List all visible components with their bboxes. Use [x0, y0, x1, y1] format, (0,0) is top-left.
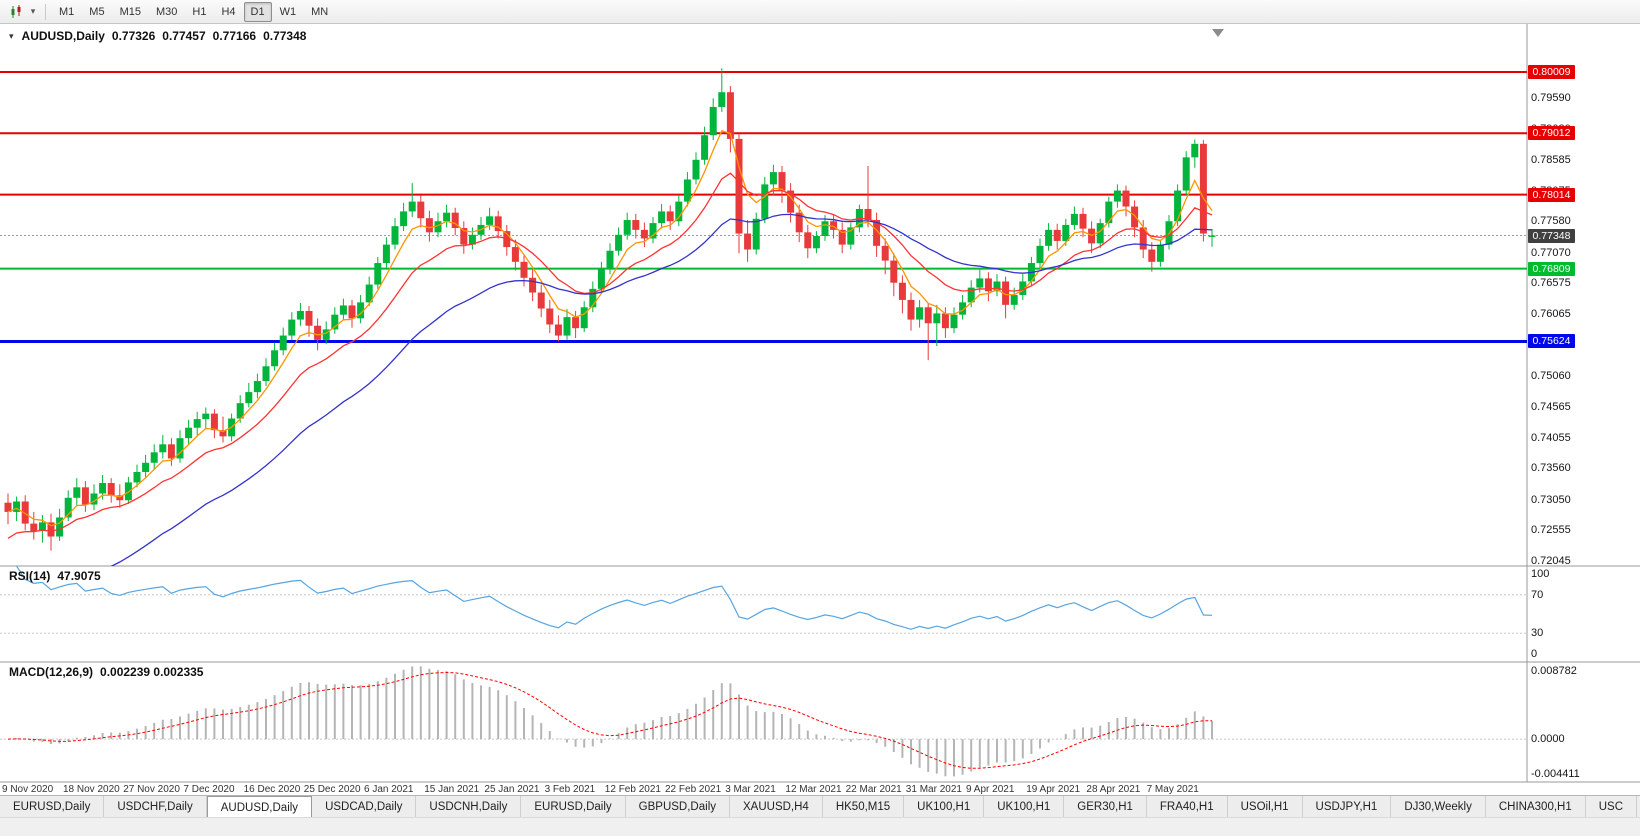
- ma-line-fast: [7, 130, 1213, 527]
- macd-title: MACD(12,26,9): [9, 665, 94, 679]
- macd-header: MACD(12,26,9) 0.002239 0.002335: [9, 665, 203, 679]
- chart-tab-DJ30-Weekly[interactable]: DJ30,Weekly: [1391, 796, 1486, 817]
- chart-tab-FRA40-H1[interactable]: FRA40,H1: [1146, 796, 1228, 817]
- chart-tab-USDCNH-Daily[interactable]: USDCNH,Daily: [416, 796, 522, 817]
- timeframe-button-D1[interactable]: D1: [243, 1, 272, 22]
- chart-tab-AUDUSD-Daily[interactable]: AUDUSD,Daily: [206, 796, 313, 817]
- chart-background: [0, 24, 1640, 795]
- chart-tab-USDJPY-H1[interactable]: USDJPY,H1: [1302, 796, 1392, 817]
- chart-tab-EURUSD-Daily[interactable]: EURUSD,Daily: [521, 796, 626, 817]
- chart-header: ▾ AUDUSD,Daily 0.77326 0.77457 0.77166 0…: [9, 29, 306, 43]
- timeframe-button-W1[interactable]: W1: [279, 5, 297, 18]
- chart-tabs-bar: EURUSD,Daily USDCHF,Daily AUDUSD,Daily USDC…: [0, 795, 1640, 817]
- timeframe-button-M30[interactable]: M30: [155, 5, 178, 18]
- chart-tab-USDCHF-Daily[interactable]: USDCHF,Daily: [104, 796, 207, 817]
- timeframe-button-H1[interactable]: H1: [192, 5, 207, 18]
- chart-tab-GBPUSD-Daily[interactable]: GBPUSD,Daily: [625, 796, 730, 817]
- macd-histogram: [15, 666, 1213, 777]
- macd-values: 0.002239 0.002335: [100, 665, 204, 679]
- candles: [4, 68, 1216, 551]
- timeframe-button-H4[interactable]: H4: [221, 5, 236, 18]
- chart-low: 0.77166: [212, 29, 257, 43]
- chart-tab-UK100-H1[interactable]: UK100,H1: [984, 796, 1065, 817]
- timeframe-button-M15[interactable]: M15: [119, 5, 141, 18]
- rsi-header: RSI(14) 47.9075: [9, 569, 101, 583]
- chart-tab-USOil-H1[interactable]: USOil,H1: [1227, 796, 1303, 817]
- timeframe-button-M5[interactable]: M5: [89, 5, 105, 18]
- chart-tab-USC[interactable]: USC: [1585, 796, 1638, 817]
- chart-tab-USDCAD-Daily[interactable]: USDCAD,Daily: [312, 796, 417, 817]
- chart-tab-GER30-H1[interactable]: GER30,H1: [1064, 796, 1147, 817]
- timeframe-toolbar: M1 M5 M15 M30 H1 H4 D1 W1 MN: [52, 1, 335, 22]
- chart-type-dropdown-icon[interactable]: ▾: [30, 6, 36, 16]
- chart-tab-UK100-H1[interactable]: UK100,H1: [904, 796, 985, 817]
- chart-region[interactable]: ▾ AUDUSD,Daily 0.77326 0.77457 0.77166 0…: [0, 24, 1640, 795]
- chart-canvas[interactable]: [0, 24, 1640, 795]
- candlestick-glyph: [11, 4, 21, 18]
- rsi-title: RSI(14): [9, 569, 51, 583]
- status-bar: [0, 817, 1640, 836]
- chart-tab-HK50-M15[interactable]: HK50,M15: [822, 796, 905, 817]
- toolbar-separator: [45, 3, 46, 20]
- ma-line-medium: [7, 172, 1213, 539]
- chart-tab-XAUUSD-H4[interactable]: XAUUSD,H4: [730, 796, 823, 817]
- chart-type-candlestick-icon[interactable]: [5, 2, 27, 21]
- ma-line-slow: [110, 213, 1213, 566]
- chart-tab-EURUSD-Daily[interactable]: EURUSD,Daily: [0, 796, 105, 817]
- chart-tab-CHINA300-H1[interactable]: CHINA300,H1: [1485, 796, 1586, 817]
- timeframe-button-M1[interactable]: M1: [59, 5, 75, 18]
- rsi-line: [16, 566, 1213, 630]
- chart-high: 0.77457: [162, 29, 206, 43]
- timeframe-button-MN[interactable]: MN: [311, 5, 329, 18]
- top-toolbar: ▾ M1 M5 M15 M30 H1 H4 D1 W1 MN: [0, 0, 1640, 24]
- chart-menu-icon[interactable]: ▾: [9, 30, 14, 41]
- rsi-value: 47.9075: [57, 569, 101, 583]
- chart-open: 0.77326: [111, 29, 156, 43]
- chart-shift-marker-icon: [1212, 29, 1224, 37]
- chart-symbol: AUDUSD,Daily: [21, 29, 105, 43]
- chart-close: 0.77348: [263, 29, 307, 43]
